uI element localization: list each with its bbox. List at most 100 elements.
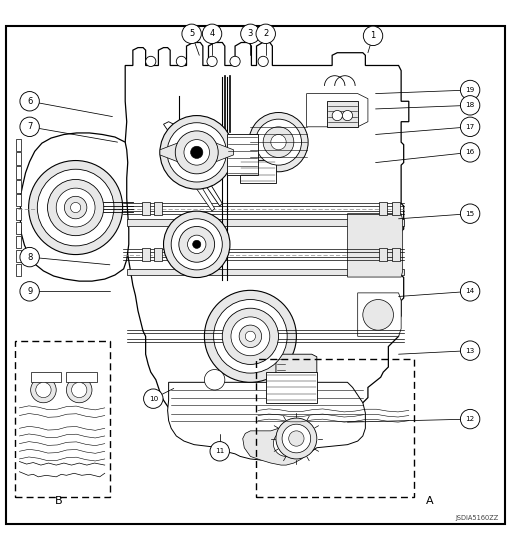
Circle shape [20, 91, 39, 111]
Circle shape [460, 96, 480, 115]
Bar [256, 359, 414, 497]
Text: JSDIA5160ZZ: JSDIA5160ZZ [455, 515, 498, 521]
Bar [15, 342, 110, 497]
Polygon shape [240, 160, 276, 183]
Circle shape [48, 179, 104, 235]
Polygon shape [154, 249, 162, 261]
Polygon shape [379, 249, 387, 261]
Polygon shape [160, 140, 234, 165]
Circle shape [256, 24, 275, 43]
Circle shape [144, 389, 163, 408]
Text: 4: 4 [210, 29, 215, 38]
Circle shape [160, 116, 234, 189]
Text: 1: 1 [370, 31, 376, 40]
Circle shape [249, 113, 308, 172]
Polygon shape [243, 426, 307, 465]
Circle shape [460, 409, 480, 429]
Circle shape [460, 341, 480, 360]
Polygon shape [16, 236, 21, 248]
Polygon shape [379, 202, 387, 215]
Circle shape [20, 248, 39, 267]
Circle shape [214, 300, 287, 373]
Polygon shape [392, 249, 400, 261]
Polygon shape [16, 222, 21, 234]
Text: A: A [426, 496, 433, 506]
Circle shape [239, 325, 262, 348]
Circle shape [207, 56, 217, 67]
Circle shape [179, 227, 215, 262]
Text: 19: 19 [466, 87, 475, 93]
Circle shape [37, 169, 114, 246]
Polygon shape [266, 372, 317, 403]
Circle shape [332, 111, 342, 120]
Polygon shape [16, 152, 21, 165]
Text: 7: 7 [27, 122, 32, 131]
Circle shape [56, 188, 95, 227]
Polygon shape [276, 354, 317, 377]
Text: 14: 14 [466, 288, 475, 294]
Circle shape [460, 80, 480, 100]
Circle shape [256, 119, 301, 165]
Circle shape [245, 331, 256, 342]
Circle shape [460, 117, 480, 136]
Text: 5: 5 [189, 29, 194, 38]
Polygon shape [16, 167, 21, 179]
Text: 16: 16 [466, 150, 475, 155]
Circle shape [36, 382, 51, 398]
Polygon shape [16, 139, 21, 151]
Circle shape [342, 111, 353, 120]
Text: 18: 18 [466, 102, 475, 108]
Circle shape [460, 204, 480, 223]
Text: 3: 3 [248, 29, 253, 38]
Circle shape [273, 431, 299, 456]
Circle shape [210, 442, 229, 461]
Text: 17: 17 [466, 124, 475, 130]
Text: 11: 11 [215, 448, 224, 454]
Text: 9: 9 [27, 287, 32, 296]
Text: 2: 2 [263, 29, 268, 38]
Text: 13: 13 [466, 348, 475, 354]
Polygon shape [154, 202, 162, 215]
Text: 6: 6 [27, 97, 32, 106]
Circle shape [164, 211, 230, 278]
Circle shape [29, 161, 123, 255]
Polygon shape [142, 249, 150, 261]
Circle shape [289, 431, 304, 446]
Polygon shape [358, 293, 401, 336]
Text: B: B [55, 496, 62, 506]
Polygon shape [392, 202, 400, 215]
Polygon shape [118, 42, 409, 456]
Polygon shape [168, 382, 365, 460]
Polygon shape [16, 264, 21, 276]
Circle shape [222, 308, 278, 365]
Polygon shape [127, 219, 404, 227]
Circle shape [31, 377, 56, 403]
Text: 12: 12 [466, 416, 475, 422]
Circle shape [64, 196, 87, 219]
Polygon shape [16, 208, 21, 221]
Circle shape [202, 24, 222, 43]
Circle shape [460, 142, 480, 162]
Circle shape [175, 131, 218, 174]
Polygon shape [66, 372, 97, 382]
Circle shape [191, 146, 203, 158]
Circle shape [263, 127, 294, 157]
Polygon shape [142, 202, 150, 215]
Circle shape [193, 240, 201, 249]
Circle shape [258, 56, 268, 67]
Polygon shape [164, 122, 222, 206]
Circle shape [231, 317, 270, 356]
Circle shape [271, 134, 286, 150]
Circle shape [276, 418, 317, 459]
Circle shape [20, 117, 39, 136]
Circle shape [241, 24, 260, 43]
Polygon shape [16, 194, 21, 206]
Circle shape [460, 282, 480, 301]
Circle shape [167, 123, 226, 182]
Polygon shape [31, 372, 61, 382]
Circle shape [66, 377, 92, 403]
Circle shape [72, 382, 87, 398]
Circle shape [184, 140, 210, 165]
Polygon shape [166, 142, 215, 211]
Circle shape [363, 26, 383, 46]
